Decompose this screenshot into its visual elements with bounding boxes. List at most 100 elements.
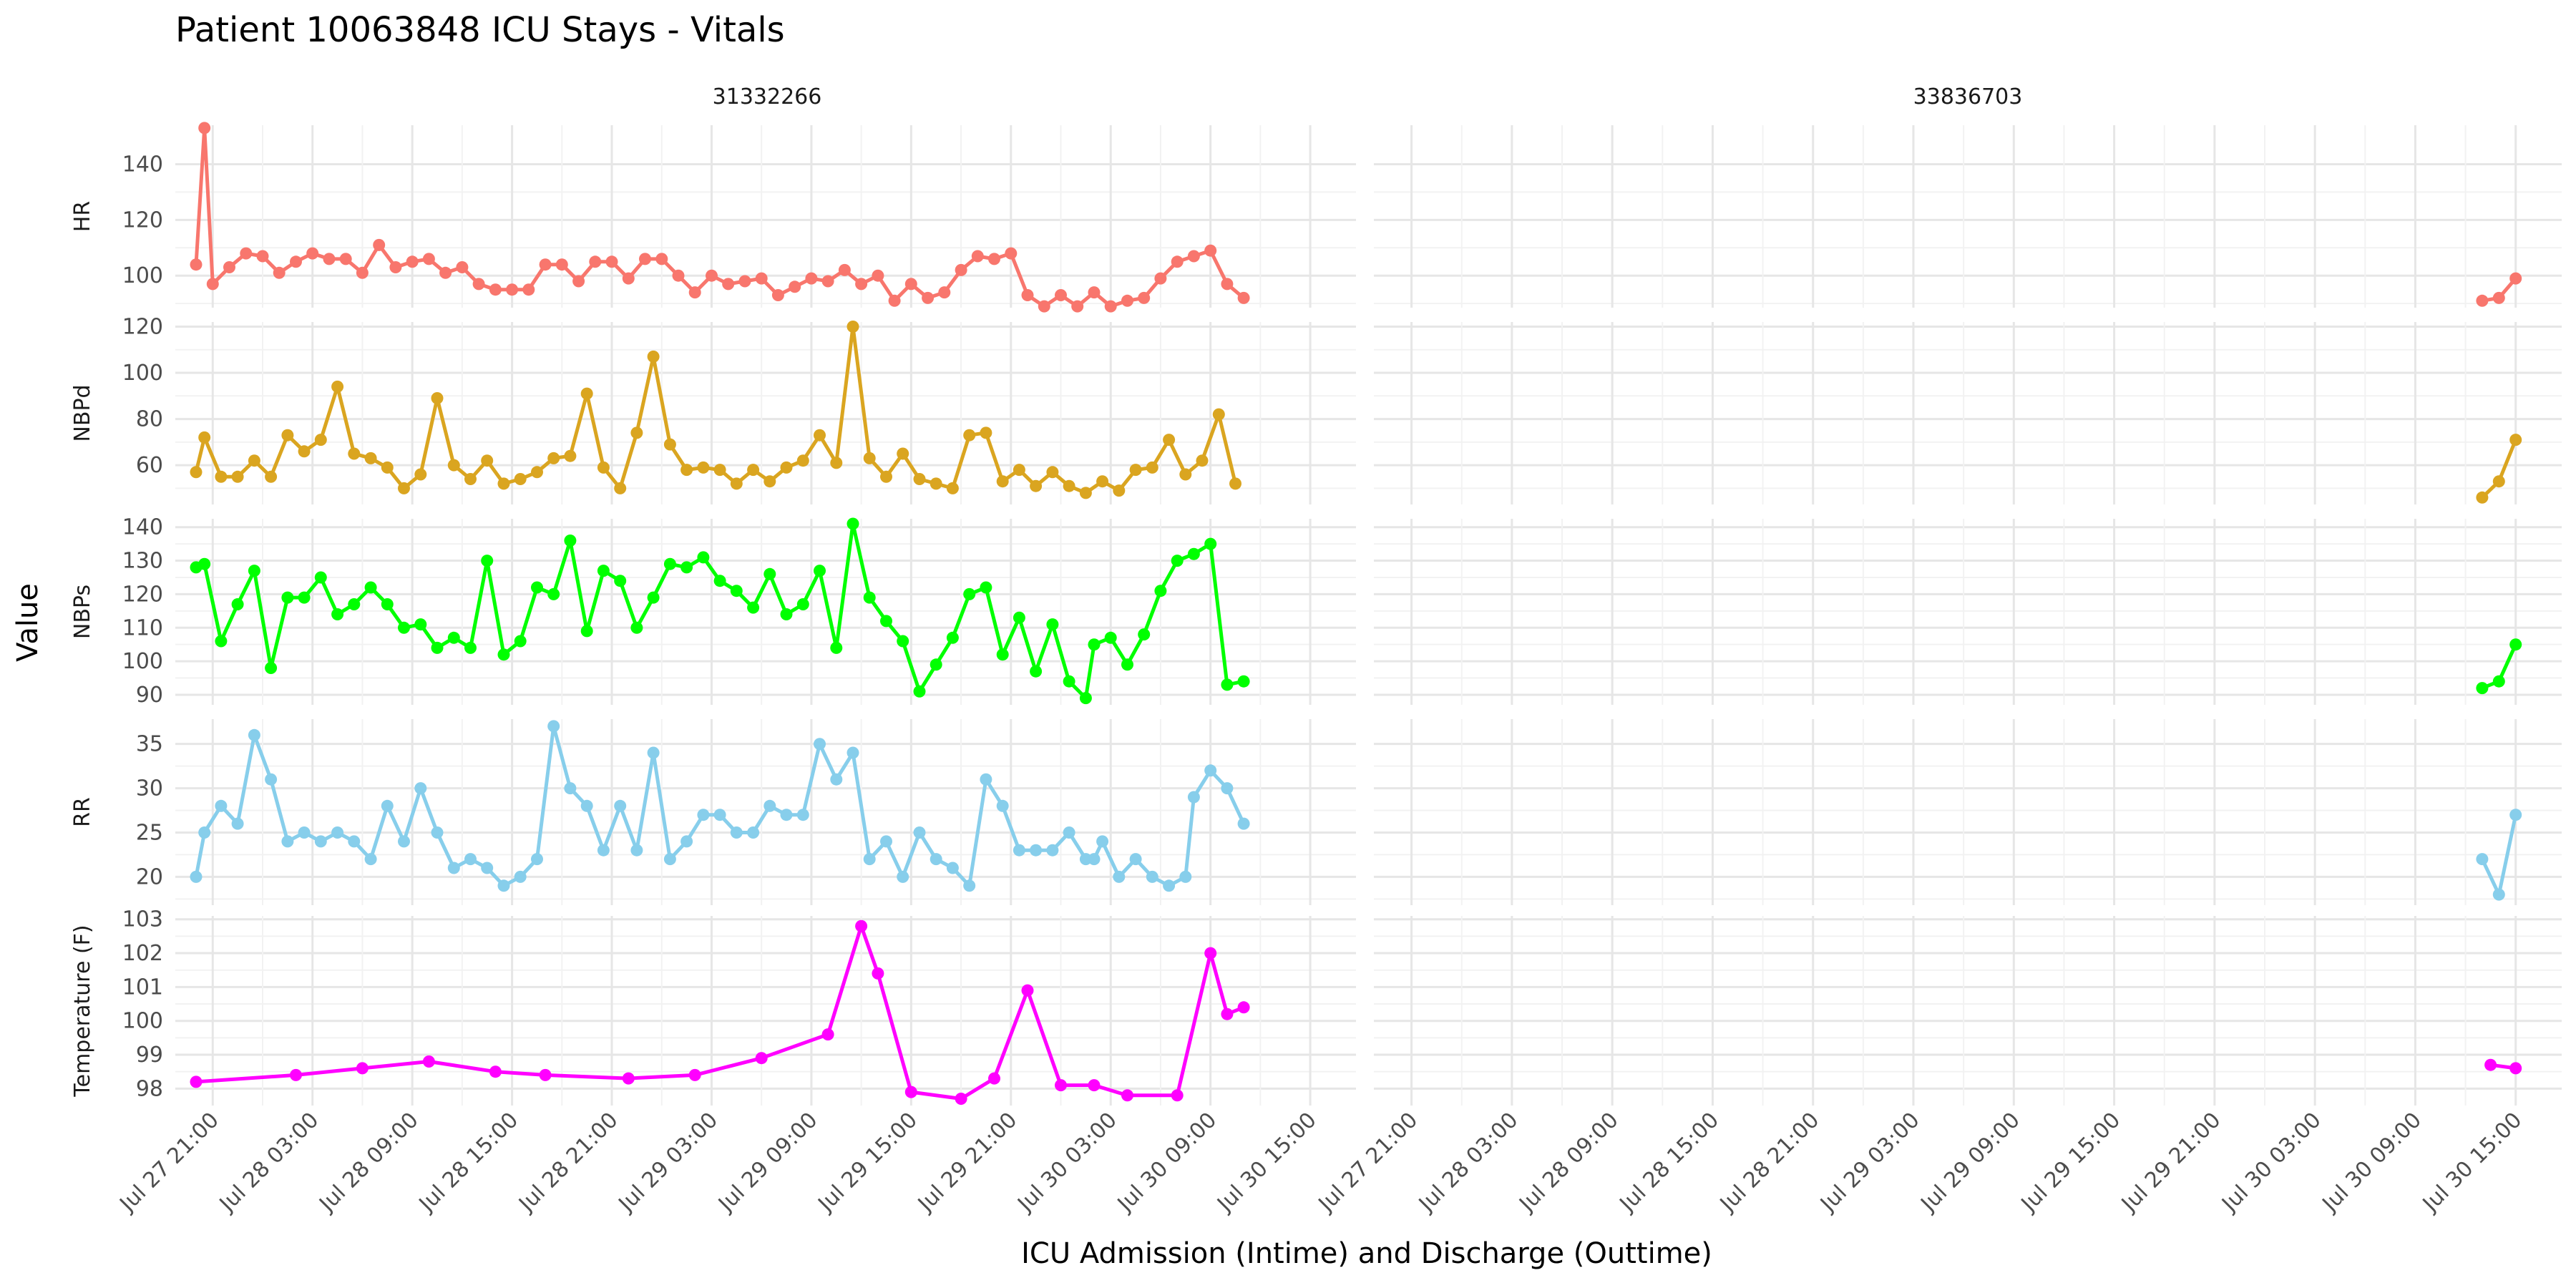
data-point (597, 844, 610, 857)
data-point (414, 782, 427, 795)
data-point (1179, 468, 1192, 481)
data-point (1237, 817, 1250, 830)
data-point (1096, 835, 1109, 848)
row-label-0: HR (70, 201, 95, 232)
x-tick-label: Jul 29 15:00 (813, 1108, 922, 1217)
data-point (639, 253, 651, 265)
data-point (215, 799, 228, 812)
x-tick-label: Jul 27 21:00 (1313, 1108, 1423, 1217)
data-point (913, 473, 926, 485)
data-point (688, 286, 701, 299)
data-point (1088, 638, 1101, 651)
x-tick-label: Jul 28 03:00 (214, 1108, 323, 1217)
data-point (1013, 464, 1025, 477)
data-point (298, 826, 311, 839)
data-point (281, 429, 294, 441)
data-point (847, 746, 859, 759)
y-tick-label: 101 (122, 975, 163, 1000)
data-point (555, 258, 568, 271)
x-tick-label: Jul 28 15:00 (1614, 1108, 1724, 1217)
data-point (314, 434, 327, 447)
data-point (680, 464, 693, 477)
data-point (2476, 294, 2489, 307)
row-label-3: RR (70, 797, 95, 827)
data-point (547, 720, 560, 733)
data-point (847, 517, 859, 530)
data-point (481, 454, 494, 467)
series-line-4-0 (195, 924, 1245, 1101)
data-point (647, 591, 660, 604)
data-point (514, 870, 527, 883)
data-point (755, 272, 768, 285)
x-tick-label: Jul 29 03:00 (1815, 1108, 1924, 1217)
data-point (1021, 984, 1034, 997)
data-point (913, 826, 926, 839)
data-point (1154, 272, 1167, 285)
data-point (314, 571, 327, 584)
data-point (680, 835, 693, 848)
x-tick-label: Jul 28 21:00 (513, 1108, 623, 1217)
data-point (830, 457, 843, 469)
data-point (706, 269, 718, 282)
data-point (1129, 464, 1142, 477)
data-point (256, 250, 269, 263)
row-label-4: Temperature (F) (70, 924, 95, 1097)
data-point (1138, 628, 1151, 641)
data-point (872, 967, 884, 980)
data-point (356, 1062, 369, 1075)
data-point (522, 283, 535, 296)
data-point (663, 438, 676, 451)
y-tick-label: 100 (122, 263, 163, 288)
data-point (406, 255, 419, 268)
y-tick-label: 35 (136, 732, 163, 757)
y-tick-label: 120 (122, 314, 163, 339)
data-point (614, 799, 627, 812)
data-point (738, 275, 751, 288)
data-point (880, 615, 892, 628)
data-point (2509, 809, 2522, 821)
data-point (1030, 665, 1043, 678)
row-label-1: NBPd (70, 384, 95, 441)
data-point (273, 266, 286, 279)
data-point (1121, 294, 1133, 307)
data-point (780, 608, 793, 620)
data-point (680, 561, 693, 574)
data-point (1046, 466, 1059, 479)
data-point (290, 1068, 302, 1081)
data-point (697, 809, 710, 821)
data-point (888, 294, 901, 307)
x-tick-label: Jul 30 03:00 (1012, 1108, 1121, 1217)
x-tick-label: Jul 30 15:00 (2417, 1108, 2527, 1217)
y-tick-label: 98 (136, 1076, 163, 1101)
data-point (231, 817, 244, 830)
data-point (1163, 879, 1176, 892)
data-point (630, 426, 643, 439)
data-point (265, 662, 278, 674)
x-tick-label: Jul 28 09:00 (1513, 1108, 1623, 1217)
data-point (805, 272, 818, 285)
data-point (240, 247, 253, 260)
x-tick-label: Jul 27 21:00 (114, 1108, 224, 1217)
data-point (348, 447, 361, 460)
data-point (190, 258, 203, 271)
data-point (298, 591, 311, 604)
data-point (414, 468, 427, 481)
data-point (1204, 947, 1217, 960)
data-point (348, 835, 361, 848)
y-tick-label: 20 (136, 864, 163, 889)
data-point (763, 799, 776, 812)
data-point (771, 289, 784, 301)
data-point (298, 445, 311, 458)
data-point (1179, 870, 1192, 883)
facet-labels: 31332266 33836703 (713, 84, 2023, 109)
data-point (1079, 487, 1092, 499)
data-point (2509, 434, 2522, 447)
series-line-1-0 (194, 325, 1237, 495)
data-point (215, 470, 228, 483)
y-tick-label: 120 (122, 582, 163, 607)
data-point (580, 625, 593, 638)
data-point (1187, 547, 1200, 560)
data-point (589, 255, 602, 268)
y-tick-label: 99 (136, 1043, 163, 1068)
